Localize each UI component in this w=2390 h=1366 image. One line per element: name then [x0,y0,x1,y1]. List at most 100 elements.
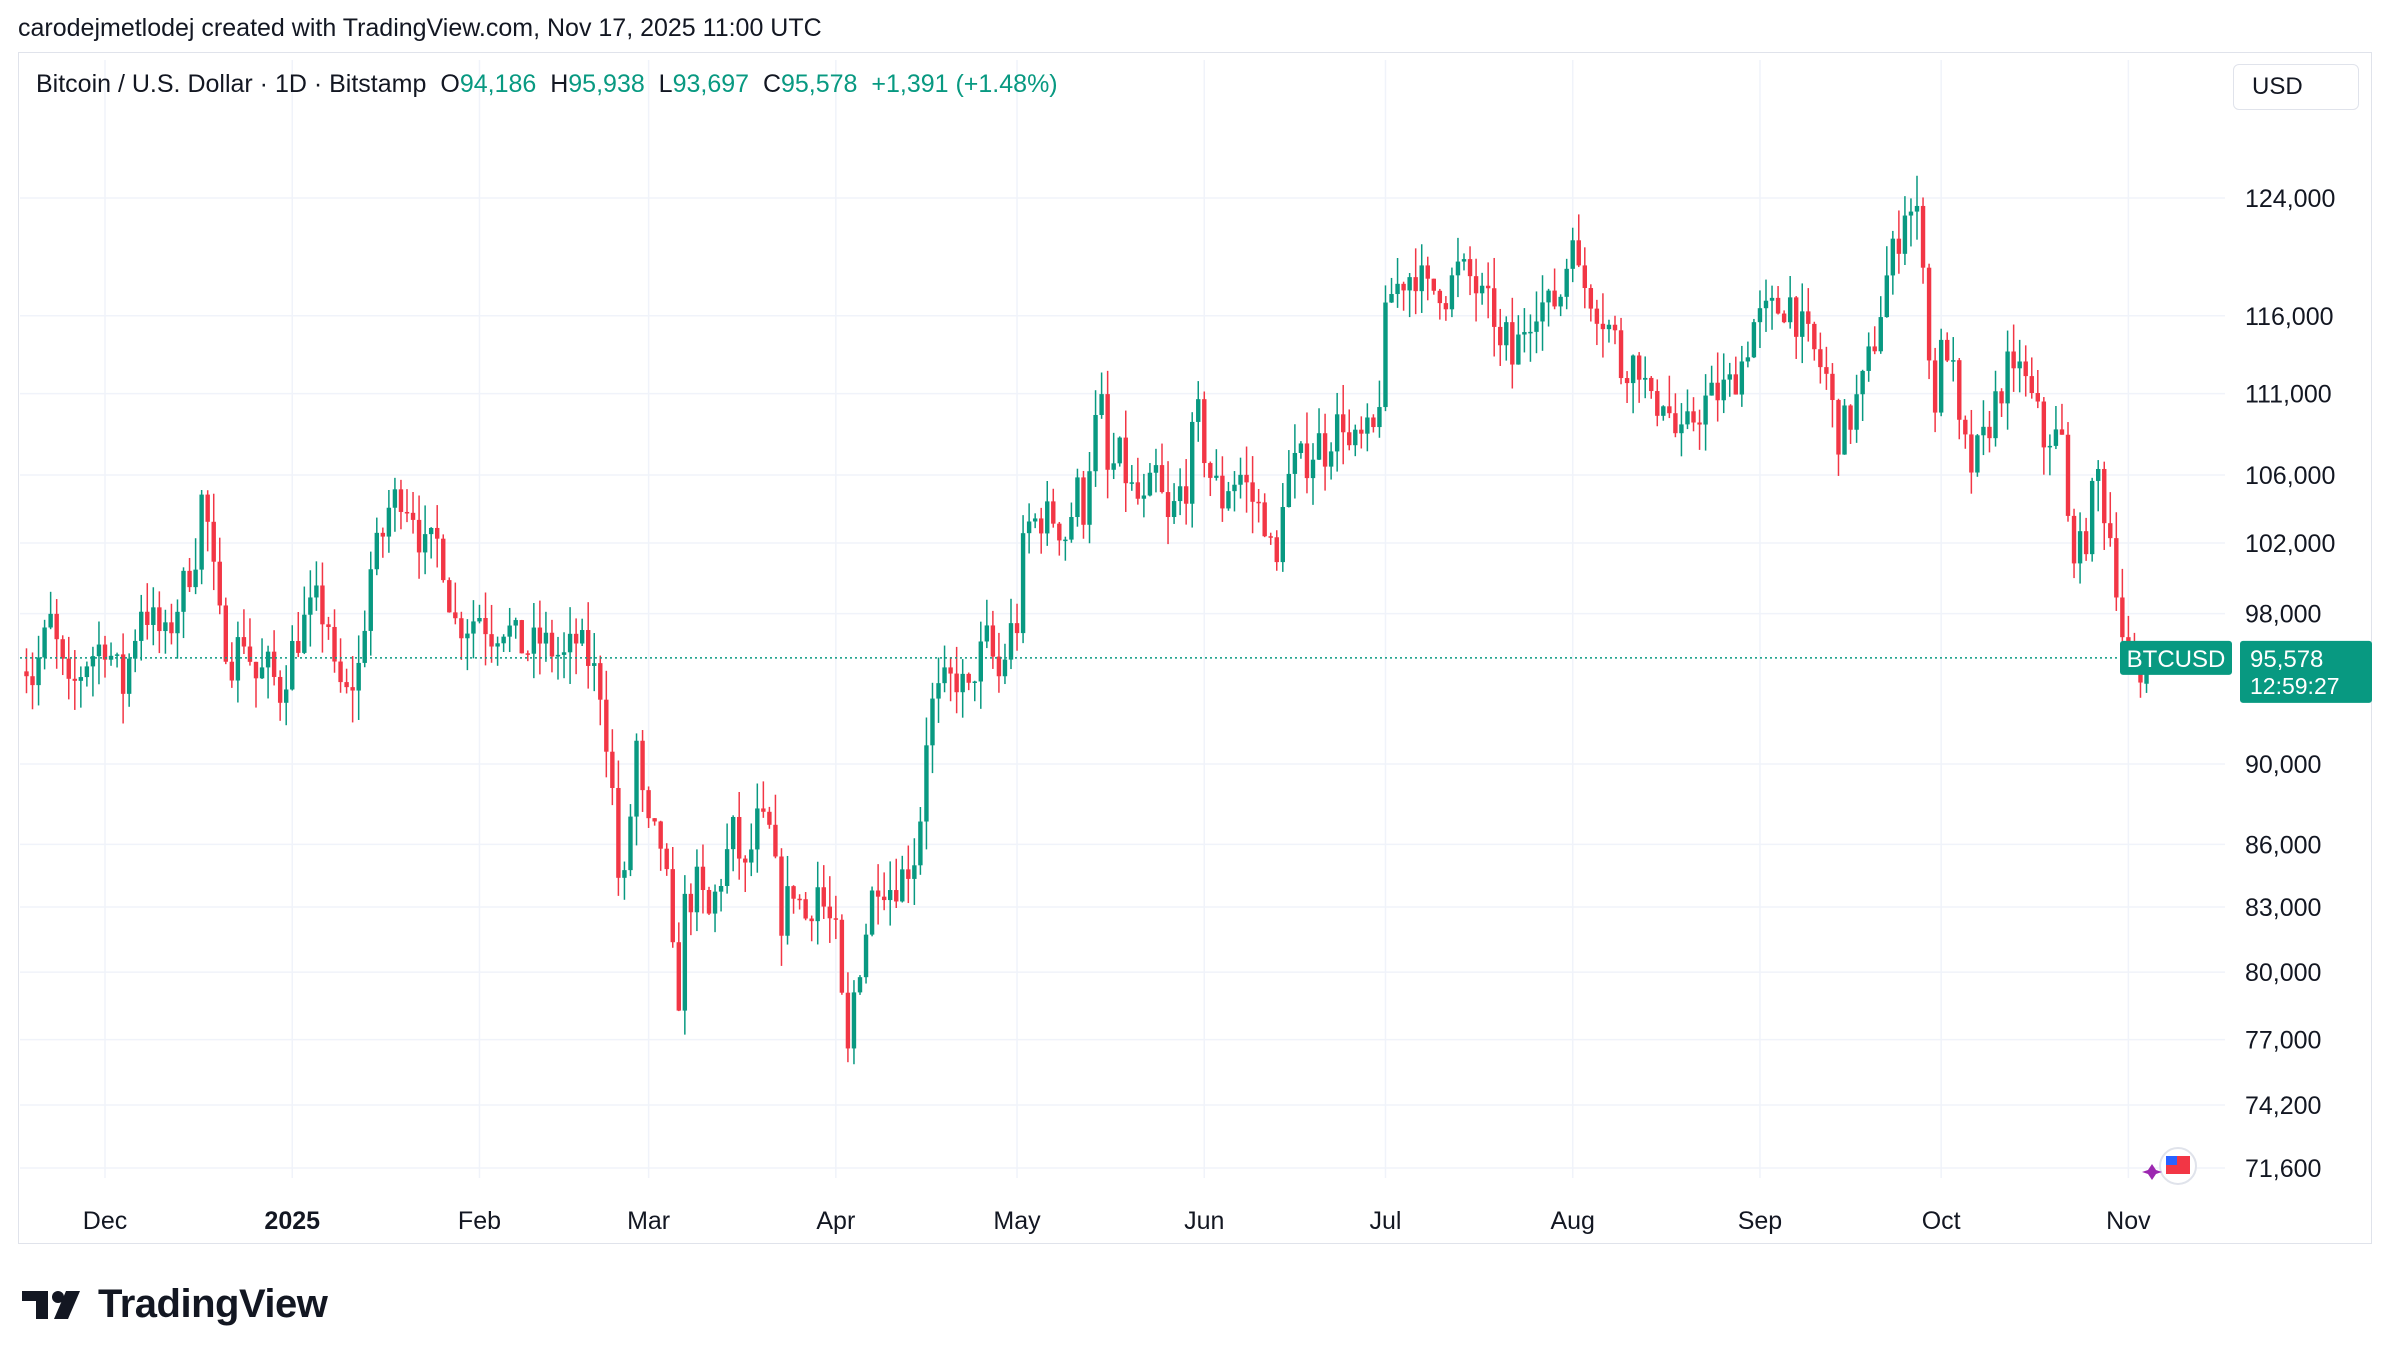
candle-body [1516,334,1521,365]
candle-body [2102,468,2107,524]
candle-body [833,918,839,920]
candle-body [755,808,760,850]
candle-body [586,630,591,666]
candle-body [1431,278,1436,291]
candle-body [761,808,766,812]
candle-body [120,654,126,694]
candle-body [435,527,440,539]
candle-body [737,816,742,859]
tradingview-logo[interactable]: TradingView [22,1282,328,1327]
candle-body [869,890,875,935]
candle-body [72,678,77,681]
candle-body [1981,426,1986,436]
candle-body [912,865,917,879]
candle-body [477,617,482,622]
candle-body [1800,311,1805,337]
candle-body [1751,322,1757,358]
candle-body [471,621,476,634]
candle-body [271,651,277,677]
candle-body [682,893,688,1011]
candle-body [815,887,820,922]
candle-body [1419,265,1424,292]
candle-body [1498,326,1503,346]
candle-body [1093,414,1098,472]
candle-body [320,585,325,625]
candle-body [1993,391,1998,439]
candle-body [1600,323,1606,330]
candle-body [314,585,319,598]
candle-body [36,657,41,686]
candle-body [930,698,935,746]
y-tick-label: 124,000 [2245,185,2335,213]
candle-body [2114,538,2119,598]
y-tick-label: 74,200 [2245,1092,2321,1120]
candle-body [42,627,47,658]
candle-body [1969,434,1974,473]
candle-body [78,677,84,681]
candle-body [1842,405,1847,455]
candle-body [157,607,162,632]
candle-body [151,607,156,625]
attribution: carodejmetlodej created with TradingView… [18,14,822,42]
candle-body [1896,238,1902,254]
candle-body [296,640,301,653]
candle-body [241,637,247,647]
candle-body [1256,501,1261,504]
currency-button[interactable]: USD [2233,64,2359,110]
candle-body [2047,445,2053,448]
y-tick-label: 116,000 [2245,303,2334,331]
candle-body [1697,422,1702,425]
candle-body [163,622,168,632]
candle-body [507,625,512,637]
candle-body [1781,313,1787,323]
candle-body [839,919,845,993]
x-tick-label: Mar [627,1207,670,1235]
candle-body [652,818,657,822]
candle-body [1745,357,1751,362]
candle-body [1111,463,1116,470]
candle-body [513,620,518,626]
candle-body [2108,523,2113,539]
candle-body [797,898,802,901]
candle-body [1075,477,1080,518]
candle-body [1655,391,1660,416]
candle-body [1443,303,1449,310]
candle-body [936,683,941,699]
candle-body [102,644,108,660]
candle-body [1141,495,1147,499]
candle-body [519,620,524,654]
candle-body [1437,290,1443,304]
candle-body [1492,288,1497,327]
ohlc-values: O94,186 H95,938 L93,697 C95,578 +1,391 (… [440,70,1057,99]
candle-body [362,630,367,663]
candle-body [1534,321,1539,332]
low-value: 93,697 [672,70,750,98]
candle-body [1902,215,1908,254]
candle-body [90,656,96,667]
candle-body [906,869,911,879]
candle-body [1310,459,1316,479]
candle-body [1099,394,1104,415]
candle-body [1202,399,1207,464]
x-tick-label: Nov [2106,1207,2151,1235]
candle-body [1606,324,1612,330]
candle-body [718,885,724,892]
candle-body [1558,296,1563,307]
candle-body [1377,407,1382,428]
candles [24,175,2149,1065]
candle-body [555,654,561,657]
change-value: +1,391 (+1.48%) [871,70,1058,98]
candle-body [827,906,832,919]
candle-body [193,569,198,588]
candle-body [694,866,700,913]
tradingview-wordmark: TradingView [98,1282,328,1326]
candle-body [350,687,355,691]
candle-body [664,848,669,870]
candle-body [773,824,778,857]
candle-body [1794,297,1799,337]
low-label: L [658,70,673,98]
candle-body [1020,533,1026,634]
candle-body [1371,417,1376,428]
